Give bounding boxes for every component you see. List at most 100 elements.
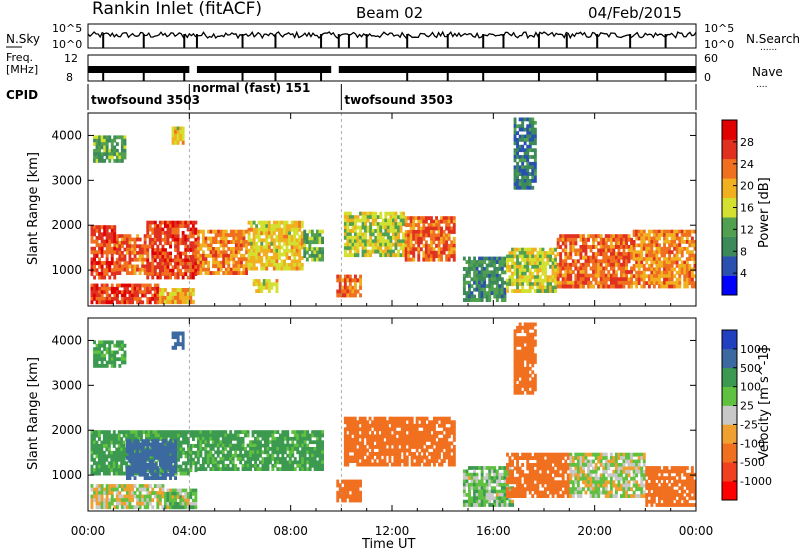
heat-cell (369, 239, 373, 244)
heat-cell (356, 459, 360, 463)
heat-cell (592, 273, 595, 278)
heat-cell (647, 281, 651, 285)
heat-cell (133, 237, 137, 242)
heat-cell (685, 233, 689, 237)
heat-cell (635, 274, 639, 279)
heat-cell (95, 271, 99, 276)
heat-cell (158, 248, 162, 252)
heat-cell (642, 277, 646, 282)
heat-cell (688, 233, 692, 237)
heat-cell (566, 277, 570, 282)
heat-cell (105, 484, 109, 488)
heat-cell (151, 241, 155, 246)
heat-cell (559, 255, 563, 260)
heat-cell (531, 124, 535, 129)
heat-cell (518, 278, 522, 283)
heat-cell (384, 211, 388, 216)
heat-cell (110, 501, 114, 506)
heat-cell (318, 467, 322, 471)
heat-cell (645, 250, 649, 255)
heat-cell (164, 265, 167, 270)
heat-cell (181, 133, 185, 138)
heat-cell (184, 299, 188, 305)
heat-cell (400, 437, 404, 442)
heat-cell (278, 266, 281, 271)
heat-cell (286, 436, 290, 441)
heat-cell (216, 443, 220, 448)
heat-cell (192, 433, 195, 438)
heat-cell (174, 265, 177, 270)
heat-cell (164, 437, 168, 441)
heat-cell (609, 273, 613, 278)
heat-cell (602, 245, 606, 249)
heat-cell (354, 293, 357, 298)
heat-cell (470, 284, 474, 289)
heat-cell (437, 247, 441, 252)
heat-cell (673, 257, 677, 261)
heat-cell (579, 277, 583, 282)
heat-cell (179, 258, 183, 263)
heat-cell (264, 436, 267, 441)
heat-cell (354, 494, 357, 499)
heat-cell (278, 256, 281, 260)
heat-cell (642, 267, 646, 272)
heat-cell (368, 445, 372, 449)
heat-cell (369, 215, 373, 220)
heat-cell (468, 273, 471, 278)
heat-cell (93, 450, 96, 455)
heat-cell (186, 261, 190, 266)
heat-cell (627, 277, 631, 282)
heat-cell (245, 257, 248, 262)
heat-cell (397, 235, 400, 240)
heat-cell (174, 495, 177, 500)
heat-cell (95, 433, 99, 438)
heat-cell (546, 261, 550, 266)
heat-cell (211, 463, 215, 468)
heat-cell (523, 247, 527, 252)
heat-cell (321, 229, 324, 234)
heat-cell (642, 270, 646, 275)
heat-cell (518, 289, 522, 293)
heat-cell (137, 433, 141, 438)
heat-cell (276, 430, 280, 434)
heat-cell (146, 442, 150, 447)
heat-cell (189, 468, 193, 473)
heat-cell (270, 259, 274, 264)
heat-cell (556, 266, 560, 271)
heat-cell (267, 224, 271, 229)
heat-cell (693, 240, 697, 244)
heat-cell (95, 228, 99, 233)
heat-cell (462, 284, 466, 289)
heat-cell (690, 240, 694, 244)
heat-cell (386, 420, 389, 425)
heat-cell (614, 270, 618, 275)
heat-cell (113, 268, 117, 273)
heat-cell (594, 259, 598, 264)
heat-cell (546, 278, 550, 283)
heat-cell (115, 454, 119, 459)
heat-cell (90, 286, 94, 291)
heat-cell (637, 264, 641, 268)
heat-cell (485, 256, 489, 261)
heat-cell (495, 256, 499, 261)
heat-cell (174, 437, 178, 441)
heat-cell (526, 127, 530, 132)
heat-cell (346, 215, 350, 220)
heat-cell (196, 443, 200, 448)
heat-cell (430, 254, 433, 259)
heat-cell (589, 255, 593, 260)
heat-cell (630, 266, 633, 271)
heat-cell (293, 224, 297, 229)
noise-line (87, 30, 697, 40)
heat-cell (281, 436, 285, 441)
heat-cell (625, 277, 628, 282)
heat-cell (366, 441, 370, 446)
heat-cell (184, 248, 188, 252)
heat-cell (184, 464, 188, 469)
heat-cell (521, 268, 525, 273)
heat-cell (201, 460, 205, 465)
heat-cell (146, 494, 150, 499)
heat-cell (128, 264, 132, 269)
heat-cell (566, 234, 570, 239)
heat-cell (582, 248, 585, 253)
